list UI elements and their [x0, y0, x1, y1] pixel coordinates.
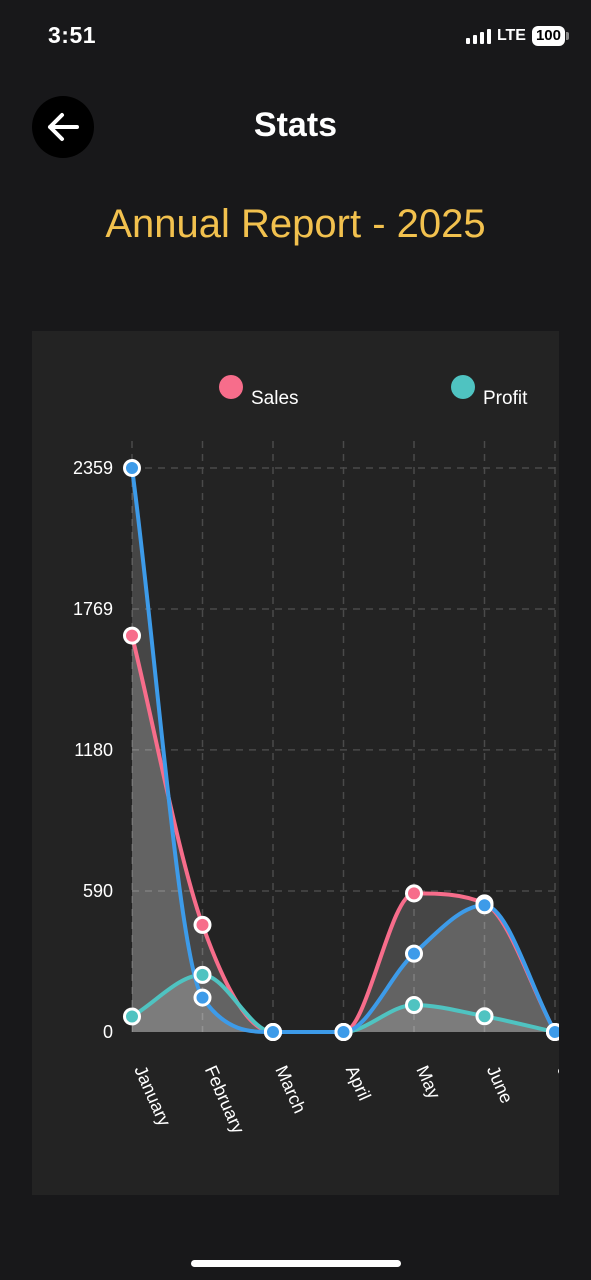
page-title: Stats: [253, 106, 338, 144]
y-tick-label: 2359: [73, 458, 113, 478]
legend-swatch-0: [219, 375, 243, 399]
battery-level: 100: [531, 26, 565, 46]
x-tick-label: January: [130, 1062, 174, 1129]
x-tick-label: February: [201, 1062, 249, 1136]
network-type: LTE: [496, 27, 526, 44]
series-area-1: [132, 974, 555, 1032]
data-point-1-1: [193, 965, 212, 984]
signal-icon: [465, 28, 491, 44]
data-point-2-4: [405, 944, 423, 963]
status-bar: 3:51 LTE 100: [0, 0, 591, 72]
data-point-2-1: [193, 988, 212, 1007]
legend-label-0: Sales: [251, 388, 299, 409]
x-tick-label: March: [271, 1062, 310, 1116]
legend-swatch-1: [451, 375, 475, 399]
arrow-left-icon: [48, 113, 79, 141]
area-chart: 0 590 1180 1769 2359 January February March Apri…: [73, 375, 559, 1136]
data-point-2-6: [546, 1023, 559, 1041]
data-point-0-1: [193, 915, 212, 934]
data-point-1-4: [405, 995, 423, 1014]
data-point-2-5: [475, 896, 494, 915]
data-point-0-4: [405, 884, 423, 903]
data-point-1-5: [475, 1007, 494, 1026]
back-button[interactable]: [32, 96, 94, 158]
status-time: 3:51: [48, 22, 97, 48]
status-indicators: LTE 100: [465, 24, 569, 48]
data-point-2-3: [334, 1023, 353, 1041]
series-area-2: [132, 468, 555, 1032]
x-tick-label: J: [553, 1062, 559, 1078]
series-area-0: [132, 635, 555, 1032]
y-tick-label: 1180: [74, 740, 113, 760]
data-point-2-0: [123, 459, 141, 477]
home-indicator[interactable]: [191, 1260, 401, 1267]
y-tick-label: 1769: [73, 599, 113, 619]
x-tick-label: June: [483, 1062, 517, 1106]
data-point-1-0: [123, 1007, 141, 1026]
battery-icon: 100: [531, 26, 569, 46]
y-tick-label: 0: [103, 1022, 113, 1042]
legend-label-1: Profit: [483, 388, 528, 409]
chart-card: 0 590 1180 1769 2359 January February March Apri…: [32, 331, 559, 1195]
x-tick-label: April: [342, 1062, 375, 1103]
data-point-0-0: [123, 626, 141, 645]
report-title: Annual Report - 2025: [105, 202, 486, 246]
y-tick-label: 590: [83, 881, 113, 901]
x-tick-label: May: [412, 1062, 444, 1101]
data-point-2-2: [264, 1023, 282, 1041]
